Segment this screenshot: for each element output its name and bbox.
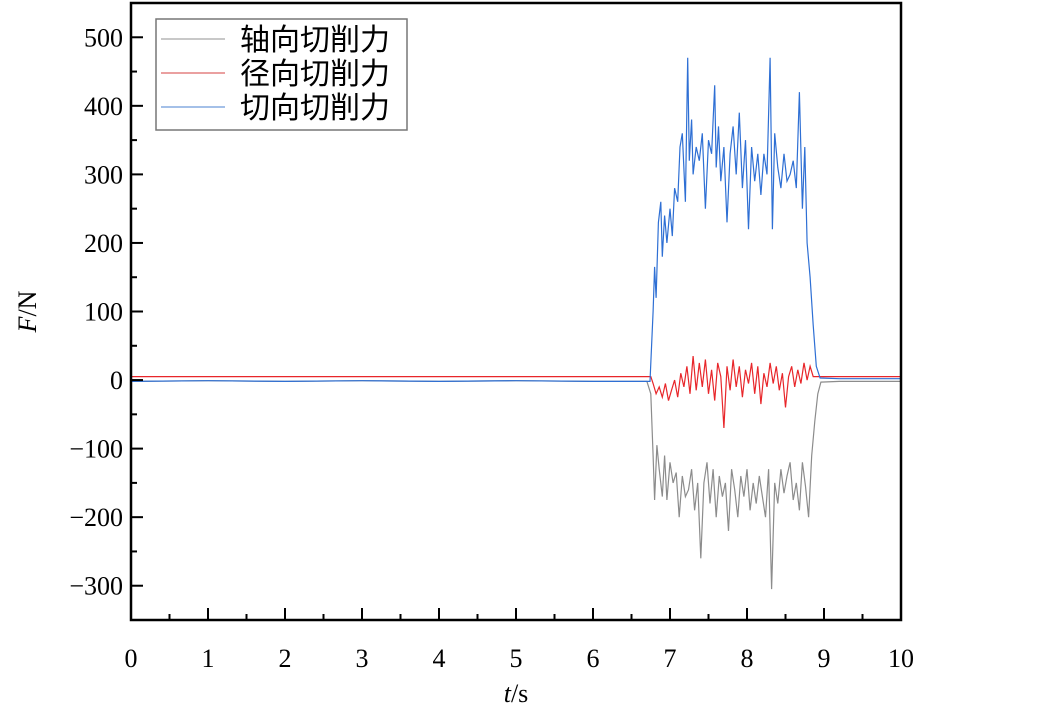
y-tick-label: 100 [84, 298, 123, 327]
x-tick-label: 10 [888, 644, 914, 673]
x-tick-label: 8 [741, 644, 754, 673]
y-tick-label: −200 [69, 503, 123, 532]
y-axis-label: F/N [13, 290, 42, 333]
x-tick-label: 6 [587, 644, 600, 673]
x-tick-label: 3 [356, 644, 369, 673]
y-tick-label: 500 [84, 23, 123, 52]
x-tick-label: 9 [818, 644, 831, 673]
y-tick-label: 200 [84, 229, 123, 258]
x-tick-label: 2 [279, 644, 292, 673]
x-tick-label: 1 [202, 644, 215, 673]
x-axis-label: t/s [504, 679, 529, 708]
x-tick-label: 0 [125, 644, 138, 673]
y-tick-label: −100 [69, 435, 123, 464]
series-line-2 [130, 57, 901, 383]
y-tick-label: −300 [69, 572, 123, 601]
x-tick-label: 4 [433, 644, 446, 673]
legend-label: 轴向切削力 [240, 24, 390, 57]
series-layer [130, 57, 901, 590]
legend-box [155, 18, 408, 131]
x-tick-label: 7 [664, 644, 677, 673]
series-line-1 [131, 356, 901, 429]
y-tick-label: 400 [84, 92, 123, 121]
legend-label: 径向切削力 [240, 58, 390, 91]
y-tick-label: 300 [84, 160, 123, 189]
ticks: 0 1 2 3 4 5 6 7 8 9 10 −300 −200 −100 0 100 200 300 400 500 [69, 2, 914, 673]
legend-label: 切向切削力 [240, 92, 390, 125]
y-tick-label: 0 [110, 366, 123, 395]
series-line-0 [130, 380, 901, 590]
x-tick-label: 5 [510, 644, 523, 673]
